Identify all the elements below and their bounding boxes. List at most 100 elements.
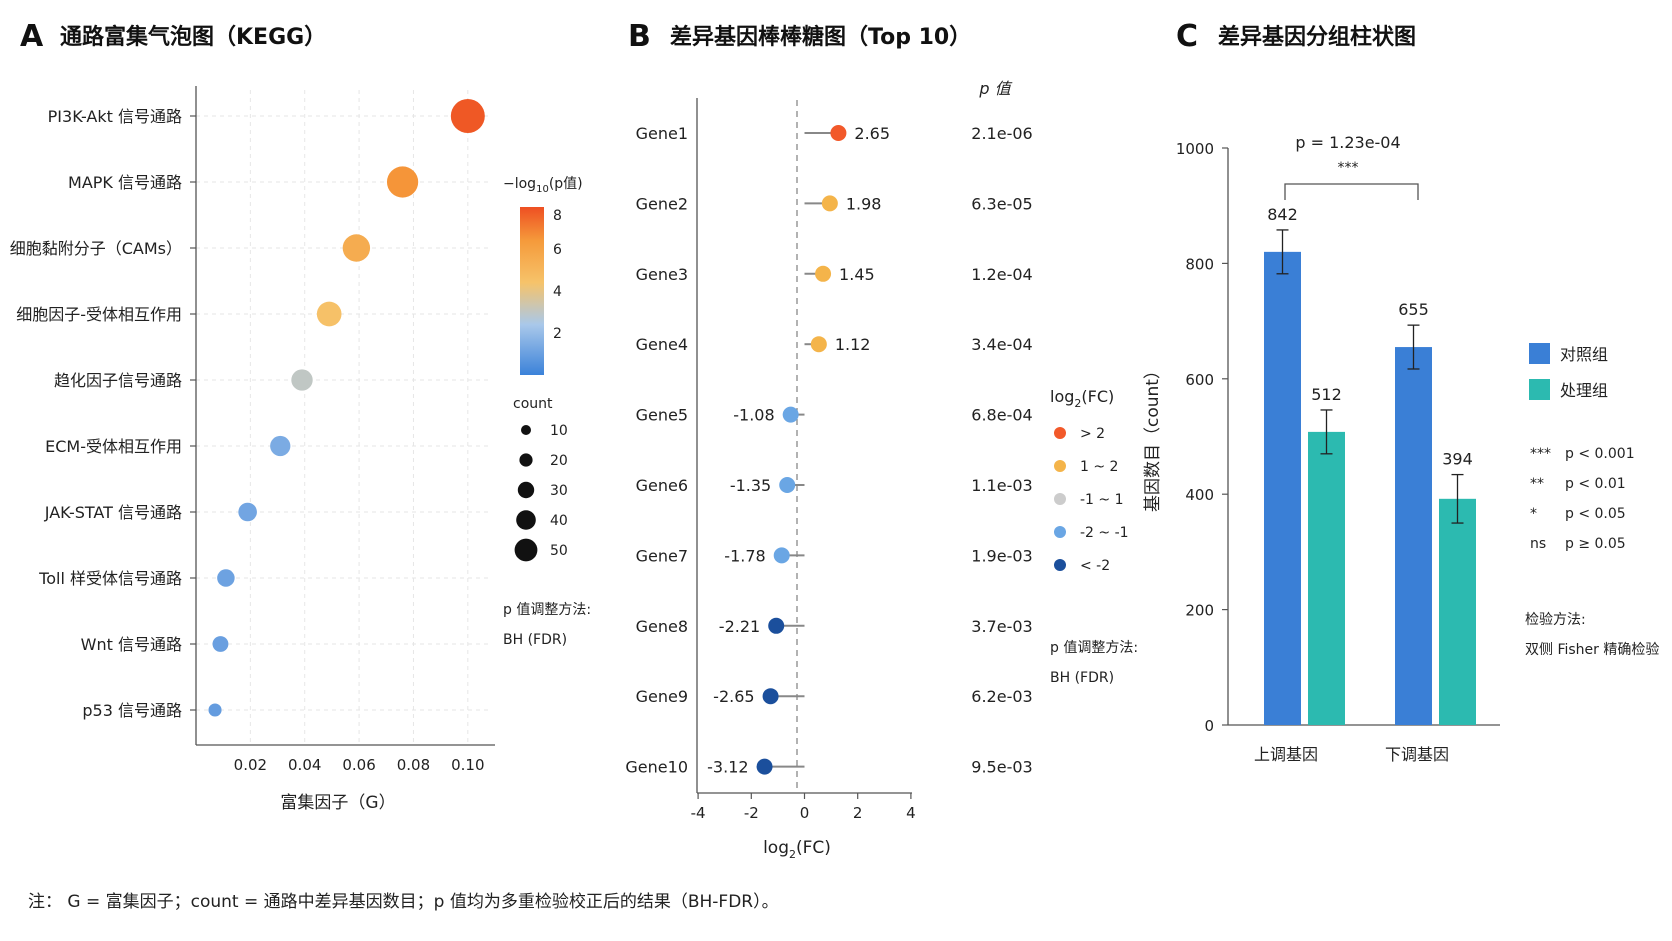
panel-a-padj-value: BH (FDR) bbox=[503, 632, 567, 648]
panel-a-x-tick-label: 0.02 bbox=[234, 756, 267, 774]
panel-c-title: 差异基因分组柱状图 bbox=[1218, 24, 1416, 50]
fc-value-label: -1.08 bbox=[733, 406, 774, 425]
fc-value-label: 1.45 bbox=[839, 265, 875, 284]
panel-b-lollipops: 2.65 1.98 1.45 1.12 -1.08 -1.35 -1.78 -2.21 -2.6… bbox=[707, 124, 890, 777]
group-legend-label: 对照组 bbox=[1560, 345, 1608, 364]
gene-label: Gene2 bbox=[636, 194, 688, 213]
panel-a-x-tick-label: 0.04 bbox=[288, 756, 321, 774]
panel-c-y-tick-label: 400 bbox=[1185, 486, 1214, 504]
fc-value-label: -2.21 bbox=[719, 617, 760, 636]
bar bbox=[1308, 431, 1345, 725]
p-value-label: 6.8e-04 bbox=[971, 406, 1032, 425]
lollipop-head bbox=[810, 336, 827, 353]
pathway-label: JAK-STAT 信号通路 bbox=[44, 503, 182, 522]
gene-label: Gene5 bbox=[636, 406, 688, 425]
lollipop-head bbox=[773, 547, 790, 564]
panel-a-x-tick-label: 0.10 bbox=[451, 756, 484, 774]
p-value-label: 6.2e-03 bbox=[971, 687, 1032, 706]
count-legend-dot bbox=[516, 510, 536, 530]
pathway-bubble bbox=[270, 435, 291, 457]
colorbar-tick-labels: 8 6 4 2 bbox=[553, 208, 562, 342]
pathway-label: 细胞因子-受体相互作用 bbox=[16, 305, 182, 324]
fc-legend-title: log2(FC) bbox=[1050, 387, 1114, 410]
count-legend-label: 10 bbox=[550, 423, 568, 439]
significance-legend-desc: p < 0.01 bbox=[1565, 476, 1626, 492]
pathway-label: 细胞黏附分子（CAMs） bbox=[10, 239, 182, 258]
panel-b-gene-labels: Gene1 Gene2 Gene3 Gene4 Gene5 Gene6 Gene7 Gene8… bbox=[625, 124, 688, 777]
panel-c-y-tick-label: 1000 bbox=[1176, 140, 1214, 158]
colorbar-tick-label: 2 bbox=[553, 326, 562, 342]
fc-legend-label: -1 ~ 1 bbox=[1080, 492, 1124, 508]
panel-b-p-values: 2.1e-06 6.3e-05 1.2e-04 3.4e-04 6.8e-04 1.1e-… bbox=[971, 124, 1032, 777]
lollipop-head bbox=[830, 125, 847, 141]
lollipop-head bbox=[768, 617, 785, 634]
pathway-bubble bbox=[291, 369, 313, 391]
panel-b-x-tick-label: -4 bbox=[691, 804, 706, 822]
fc-value-label: 1.12 bbox=[835, 335, 871, 354]
count-legend-dot bbox=[519, 453, 533, 467]
test-method-value: 双侧 Fisher 精确检验 bbox=[1525, 642, 1659, 658]
pathway-bubble bbox=[238, 502, 257, 522]
fc-legend-dot bbox=[1054, 559, 1066, 571]
panel-b-padj-value: BH (FDR) bbox=[1050, 670, 1114, 686]
gene-label: Gene4 bbox=[636, 335, 688, 354]
significance-stars: *** bbox=[1338, 160, 1359, 176]
panel-a-x-tick-label: 0.08 bbox=[397, 756, 430, 774]
lollipop-head bbox=[756, 758, 773, 775]
bar bbox=[1395, 347, 1432, 725]
pathway-label: Wnt 信号通路 bbox=[81, 635, 182, 654]
fc-legend-dot bbox=[1054, 460, 1066, 472]
p-value-label: 3.7e-03 bbox=[971, 617, 1032, 636]
panel-b-x-tick-label: 0 bbox=[800, 804, 810, 822]
colorbar-tick-label: 6 bbox=[553, 242, 562, 258]
pathway-bubble bbox=[217, 569, 235, 587]
lollipop-head bbox=[815, 265, 832, 282]
group-legend-swatch bbox=[1529, 343, 1550, 364]
lollipop-head bbox=[821, 195, 838, 212]
panel-c-y-tick-labels: 0 200 400 600 800 1000 bbox=[1176, 140, 1228, 735]
test-method-title: 检验方法: bbox=[1525, 612, 1586, 628]
pathway-label: PI3K-Akt 信号通路 bbox=[48, 107, 182, 126]
pathway-label: p53 信号通路 bbox=[82, 701, 182, 720]
count-legend-dot bbox=[521, 425, 531, 435]
panel-c-y-tick-label: 800 bbox=[1185, 255, 1214, 273]
panel-b: B 差异基因棒棒糖图（Top 10） p 值 Gene1Gene2Gene3Ge… bbox=[625, 19, 1138, 861]
fc-value-label: -3.12 bbox=[707, 758, 748, 777]
bar-value-label: 394 bbox=[1442, 450, 1473, 469]
lollipop-head bbox=[779, 477, 796, 493]
colorbar-title: −log10(p值) bbox=[503, 176, 583, 195]
fc-legend-dot bbox=[1054, 493, 1066, 505]
bar-value-label: 512 bbox=[1311, 385, 1342, 404]
pathway-label: MAPK 信号通路 bbox=[68, 173, 182, 192]
colorbar-tick-label: 4 bbox=[553, 284, 562, 300]
fc-value-label: 2.65 bbox=[854, 124, 890, 143]
panel-c-letter: C bbox=[1176, 19, 1198, 54]
significance-bracket bbox=[1284, 183, 1419, 200]
count-legend-dot bbox=[517, 481, 535, 499]
pathway-label: ECM-受体相互作用 bbox=[45, 437, 182, 456]
lollipop-head bbox=[782, 406, 799, 423]
p-value-label: 9.5e-03 bbox=[971, 758, 1032, 777]
panel-b-x-tick-labels: -4 -2 0 2 4 bbox=[691, 793, 916, 822]
fc-legend: > 2 1 ~ 2 -1 ~ 1 -2 ~ -1 < -2 bbox=[1054, 426, 1129, 574]
count-legend-dot bbox=[514, 538, 538, 562]
pathway-label: 趋化因子信号通路 bbox=[54, 371, 182, 390]
bar bbox=[1439, 498, 1476, 725]
panel-a-x-axis-label: 富集因子（G） bbox=[280, 793, 395, 813]
significance-legend-desc: p ≥ 0.05 bbox=[1565, 536, 1626, 552]
count-legend-label: 30 bbox=[550, 483, 568, 499]
gene-label: Gene6 bbox=[636, 476, 688, 495]
panel-c-y-tick-label: 600 bbox=[1185, 371, 1214, 389]
pathway-bubble bbox=[342, 234, 371, 262]
gene-label: Gene3 bbox=[636, 265, 688, 284]
count-legend-title: count bbox=[513, 396, 553, 412]
fc-legend-label: -2 ~ -1 bbox=[1080, 525, 1129, 541]
significance-legend-desc: p < 0.001 bbox=[1565, 446, 1635, 462]
count-legend: 10 20 30 40 50 bbox=[514, 423, 568, 562]
pathway-bubble bbox=[212, 636, 229, 652]
count-legend-label: 40 bbox=[550, 513, 568, 529]
pathway-label: Toll 样受体信号通路 bbox=[38, 569, 182, 588]
fc-value-label: -1.35 bbox=[730, 476, 771, 495]
